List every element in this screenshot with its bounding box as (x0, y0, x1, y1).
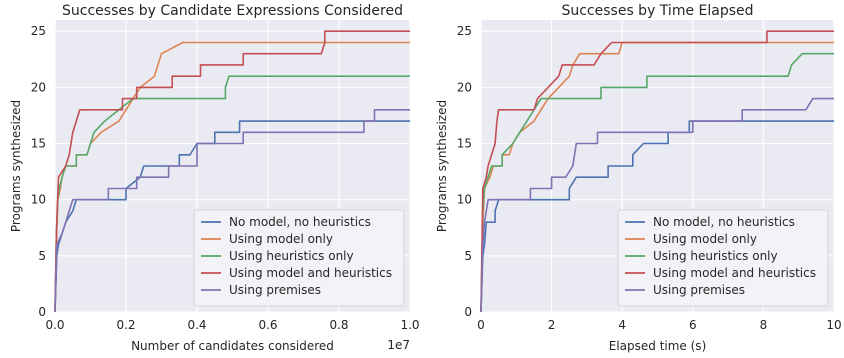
y-tick-label: 25 (31, 24, 46, 38)
series-line (54, 30, 410, 313)
legend-label: No model, no heuristics (229, 215, 371, 229)
y-tick-label: 15 (31, 137, 46, 151)
y-tick-label: 20 (457, 80, 472, 94)
x-tick-label: 1.0 (400, 318, 419, 332)
x-tick-label: 6 (689, 318, 697, 332)
legend-label: Using heuristics only (653, 249, 778, 263)
legend-label: No model, no heuristics (653, 215, 795, 229)
x-offset-label: 1e7 (387, 338, 410, 352)
chart-1: 0.0 0.2 0.4 0.6 0.8 1.0 0 5 10 15 20 25 Successes by… (9, 3, 420, 353)
series-line (54, 41, 410, 313)
legend-box (617, 209, 829, 307)
chart-title: Successes by Time Elapsed (561, 3, 753, 19)
x-tick-label: 0.8 (329, 318, 348, 332)
y-tick-label: 0 (464, 305, 472, 319)
legend: No model, no heuristics Using model only U… (193, 209, 405, 307)
x-tick-label: 0 (477, 318, 485, 332)
series-line (480, 30, 834, 313)
x-axis-label: Elapsed time (s) (609, 339, 707, 353)
y-tick-label: 0 (38, 305, 46, 319)
x-tick-label: 0.4 (187, 318, 206, 332)
x-axis-label: Number of candidates considered (131, 339, 334, 353)
y-tick-label: 10 (31, 193, 46, 207)
x-tick-label: 4 (618, 318, 626, 332)
y-axis-label: Programs synthesized (435, 100, 449, 232)
chart-2: 0 2 4 6 8 10 0 5 10 15 20 25 Successes by Time Elaps… (435, 3, 842, 353)
y-tick-label: 5 (38, 249, 46, 263)
x-tick-label: 8 (760, 318, 768, 332)
legend-label: Using premises (653, 283, 745, 297)
y-tick-label: 15 (457, 137, 472, 151)
series-line (480, 41, 834, 313)
legend-box (193, 209, 405, 307)
chart-title: Successes by Candidate Expressions Consi… (62, 3, 403, 19)
legend: No model, no heuristics Using model only U… (617, 209, 829, 307)
x-tick-label: 2 (548, 318, 556, 332)
legend-label: Using premises (229, 283, 321, 297)
x-tick-label: 0.6 (258, 318, 277, 332)
y-tick-label: 10 (457, 193, 472, 207)
legend-label: Using model and heuristics (653, 266, 816, 280)
legend-label: Using model only (229, 232, 333, 246)
legend-label: Using heuristics only (229, 249, 354, 263)
series-line (54, 75, 410, 313)
legend-label: Using model and heuristics (229, 266, 392, 280)
legend-label: Using model only (653, 232, 757, 246)
series-line (54, 109, 410, 313)
x-tick-label: 10 (826, 318, 841, 332)
y-tick-label: 20 (31, 80, 46, 94)
y-tick-label: 5 (464, 249, 472, 263)
y-axis-label: Programs synthesized (9, 100, 23, 232)
series-line (480, 97, 834, 313)
series-line (480, 52, 834, 313)
x-tick-label: 0.2 (116, 318, 135, 332)
x-tick-label: 0.0 (45, 318, 64, 332)
y-tick-label: 25 (457, 24, 472, 38)
series-line (480, 120, 834, 313)
